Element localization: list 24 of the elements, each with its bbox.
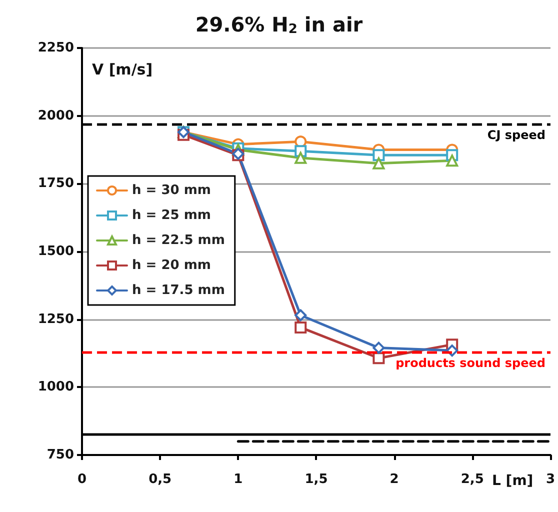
- chart-title: 29.6% H2 in air: [195, 12, 363, 37]
- y-tick-label: 1000: [38, 380, 74, 395]
- x-tick-label: 3: [546, 472, 555, 487]
- legend-label: h = 22.5 mm: [132, 233, 225, 248]
- x-tick-label: 0,5: [148, 472, 172, 487]
- y-tick-label: 750: [46, 448, 74, 462]
- y-tick-label: 1250: [38, 312, 74, 327]
- y-tick-label: 2000: [38, 108, 74, 124]
- y-axis-title: V [m/s]: [92, 60, 153, 78]
- x-tick-label: 1,5: [304, 472, 328, 487]
- y-tick-label: 1500: [38, 244, 74, 259]
- legend-label: h = 30 mm: [132, 183, 211, 198]
- ref-line-label: CJ speed: [487, 128, 546, 142]
- legend-label: h = 25 mm: [132, 208, 211, 223]
- y-tick-label: 1750: [38, 176, 74, 192]
- x-tick-label: 0: [77, 472, 87, 487]
- x-axis-title: L [m]: [492, 473, 534, 489]
- x-tick-label: 2,5: [460, 472, 484, 487]
- y-tick-label: 2250: [38, 40, 74, 56]
- legend-label: h = 20 mm: [132, 258, 211, 273]
- ref-line-label: products sound speed: [396, 356, 546, 370]
- x-tick-label: 2: [390, 472, 399, 487]
- legend-label: h = 17.5 mm: [132, 283, 225, 298]
- x-tick-label: 1: [234, 472, 243, 487]
